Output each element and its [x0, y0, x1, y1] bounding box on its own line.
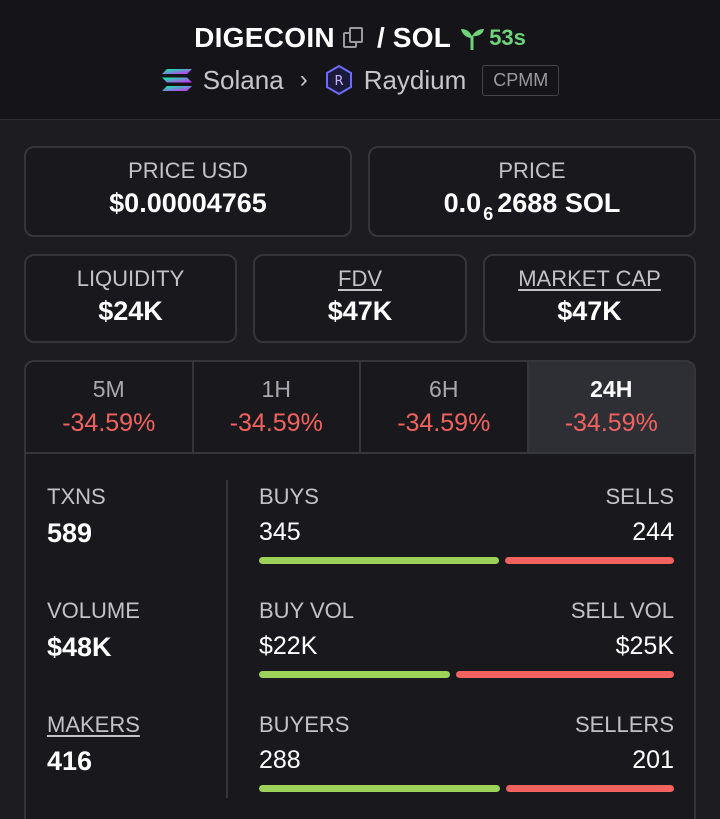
volume-split-bar — [259, 671, 674, 678]
price-native-prefix: 0.0 — [443, 188, 482, 218]
buys-value: 345 — [259, 518, 301, 546]
sells-label: SELLS — [605, 484, 675, 509]
makers-stat[interactable]: MAKERS 416 — [47, 712, 140, 777]
quote-symbol: SOL — [392, 22, 452, 53]
fdv-label[interactable]: FDV — [338, 266, 382, 291]
price-usd-card: PRICE USD $0.00004765 — [24, 146, 352, 237]
price-native-value: 0.0 6 2688 SOL — [370, 188, 694, 224]
market-cap-label[interactable]: MARKET CAP — [518, 266, 661, 291]
timeframe-tabs: 5M -34.59% 1H -34.59% 6H -34.59% 24H -34… — [26, 362, 694, 454]
tab-24h[interactable]: 24H -34.59% — [528, 362, 694, 452]
sells-bar-segment — [504, 557, 674, 564]
stats-grid: TXNS 589 VOLUME $48K MAKERS 416 BUYS SEL… — [26, 456, 694, 819]
chain-name[interactable]: Solana — [202, 64, 284, 95]
liquidity-value: $24K — [98, 296, 163, 326]
buys-sells-bar — [259, 557, 674, 564]
token-symbol: DIGECOIN — [194, 22, 335, 53]
pair-separator: / — [376, 22, 385, 53]
svg-text:R: R — [334, 74, 343, 89]
volume-stat: VOLUME $48K — [47, 598, 140, 663]
tab-5m-change: -34.59% — [62, 409, 156, 437]
tab-1h[interactable]: 1H -34.59% — [194, 362, 361, 452]
buyers-sellers-stat: BUYERS SELLERS 288 201 — [259, 712, 674, 792]
sellers-value: 201 — [632, 746, 674, 774]
tab-24h-label: 24H — [590, 376, 633, 402]
chevron-right-icon: › — [299, 66, 308, 93]
fdv-card[interactable]: FDV $47K — [253, 254, 467, 343]
copy-icon[interactable] — [342, 27, 365, 49]
txns-value: 589 — [47, 518, 93, 548]
txns-label: TXNS — [47, 484, 106, 509]
liquidity-label: LIQUIDITY — [76, 266, 185, 291]
tab-1h-label: 1H — [261, 376, 291, 402]
raydium-icon: R — [325, 65, 352, 95]
volume-value: $48K — [47, 632, 112, 662]
price-usd-label: PRICE USD — [128, 158, 248, 183]
chain-row: Solana › R Raydium CPMM — [0, 58, 720, 102]
buys-bar-segment — [259, 557, 499, 564]
liquidity-card: LIQUIDITY $24K — [24, 254, 237, 343]
price-native-unit: SOL — [564, 188, 621, 218]
tab-6h-change: -34.59% — [397, 409, 491, 437]
tab-6h[interactable]: 6H -34.59% — [361, 362, 529, 452]
buy-vol-value: $22K — [259, 632, 318, 660]
buyers-bar-segment — [259, 785, 500, 792]
tab-24h-change: -34.59% — [564, 409, 658, 437]
pair-title-row: DIGECOIN / SOL 53s — [0, 0, 720, 58]
sell-vol-label: SELL VOL — [570, 598, 674, 623]
buyers-value: 288 — [259, 746, 301, 774]
buys-label: BUYS — [259, 484, 319, 509]
buy-vol-bar-segment — [259, 671, 451, 678]
buyers-label: BUYERS — [259, 712, 350, 737]
tab-1h-change: -34.59% — [229, 409, 323, 437]
sells-value: 244 — [632, 518, 674, 546]
market-cap-value: $47K — [557, 296, 622, 326]
makers-label[interactable]: MAKERS — [47, 712, 140, 737]
volume-label: VOLUME — [47, 598, 140, 623]
pair-age: 53s — [489, 25, 526, 50]
buyers-sellers-bar — [259, 785, 674, 792]
volume-split-stat: BUY VOL SELL VOL $22K $25K — [259, 598, 674, 678]
sellers-label: SELLERS — [574, 712, 674, 737]
sellers-bar-segment — [505, 785, 674, 792]
txns-stat: TXNS 589 — [47, 484, 106, 549]
fdv-value: $47K — [327, 296, 393, 326]
sell-vol-value: $25K — [615, 632, 674, 660]
solana-icon — [161, 69, 192, 91]
tab-5m-label: 5M — [92, 376, 125, 402]
market-cap-card[interactable]: MARKET CAP $47K — [483, 254, 696, 343]
buys-sells-stat: BUYS SELLS 345 244 — [259, 484, 674, 564]
price-native-card: PRICE 0.0 6 2688 SOL — [368, 146, 696, 237]
sell-vol-bar-segment — [456, 671, 674, 678]
stats-divider — [226, 480, 228, 798]
price-native-digits: 2688 — [497, 188, 558, 218]
sprout-icon — [461, 29, 485, 50]
tab-6h-label: 6H — [429, 376, 459, 402]
stats-panel: 5M -34.59% 1H -34.59% 6H -34.59% 24H -34… — [24, 360, 696, 819]
buy-vol-label: BUY VOL — [259, 598, 354, 623]
tab-5m[interactable]: 5M -34.59% — [26, 362, 194, 452]
makers-value: 416 — [47, 746, 93, 776]
price-native-zero-count: 6 — [483, 204, 494, 224]
price-native-label: PRICE — [498, 158, 566, 183]
pair-header: DIGECOIN / SOL 53s Solana › R — [0, 0, 720, 120]
pool-type-badge: CPMM — [482, 64, 560, 96]
dex-name[interactable]: Raydium — [363, 64, 467, 95]
price-usd-value: $0.00004765 — [109, 188, 267, 218]
